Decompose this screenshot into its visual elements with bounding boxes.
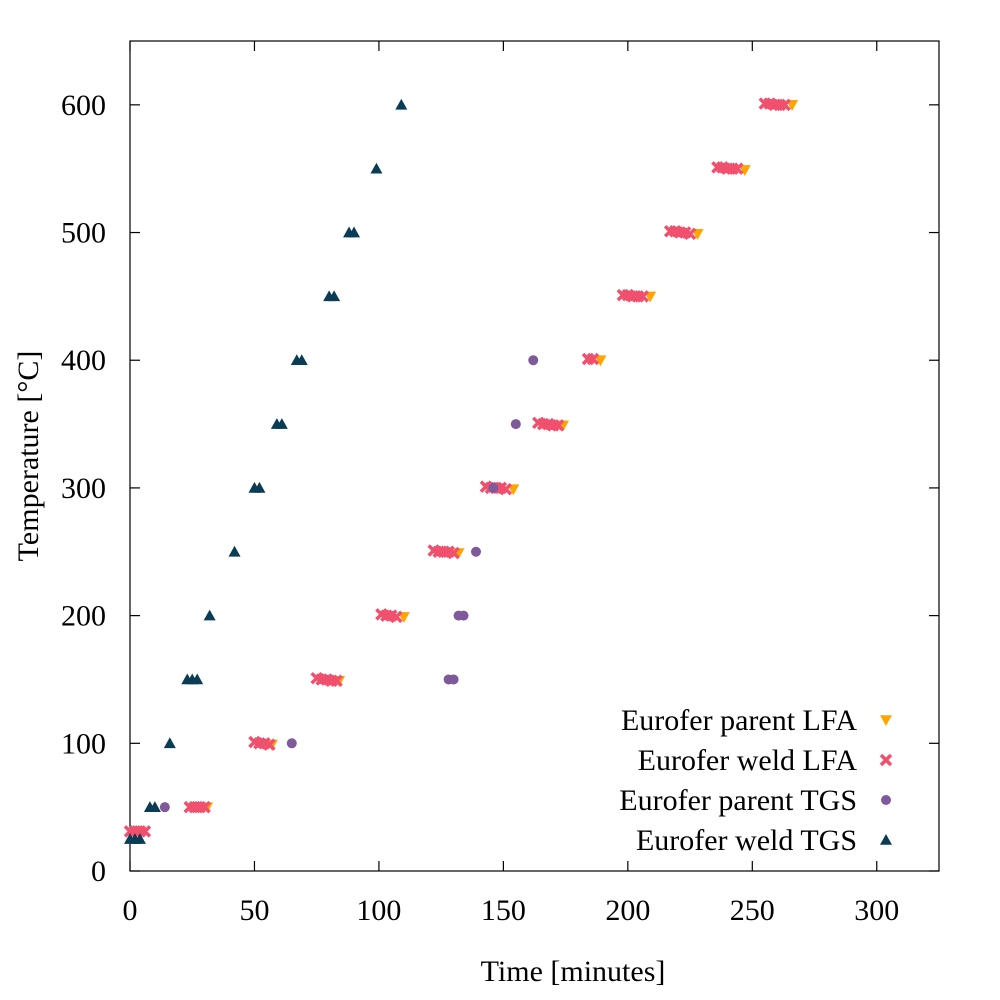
series-1 <box>123 97 791 838</box>
data-point <box>203 609 216 621</box>
data-point <box>328 290 341 302</box>
data-point <box>488 482 499 493</box>
data-point <box>528 355 539 366</box>
data-point <box>778 98 791 112</box>
data-point <box>594 355 607 367</box>
y-tick-label: 300 <box>61 472 106 505</box>
data-point <box>198 800 211 814</box>
legend-marker <box>880 715 892 726</box>
data-point <box>390 610 403 624</box>
x-tick-label: 300 <box>854 894 899 927</box>
legend-label: Eurofer parent TGS <box>619 784 857 817</box>
data-point <box>191 673 204 685</box>
data-point <box>138 825 152 838</box>
y-tick-label: 600 <box>61 89 106 122</box>
x-axis-title: Time [minutes] <box>481 955 666 988</box>
data-point <box>683 227 697 241</box>
data-points <box>123 97 799 844</box>
data-point <box>738 165 751 176</box>
x-tick-label: 250 <box>730 894 775 927</box>
x-tick-label: 200 <box>605 894 650 927</box>
x-tick-label: 0 <box>123 894 138 927</box>
data-point <box>159 802 170 813</box>
data-point <box>133 833 146 844</box>
legend-label: Eurofer parent LFA <box>621 704 857 737</box>
y-tick-label: 0 <box>91 855 106 888</box>
plot-frame <box>129 40 940 872</box>
data-point <box>448 674 459 685</box>
data-point <box>636 290 650 303</box>
x-tick-label: 50 <box>239 894 269 927</box>
data-point <box>148 801 161 812</box>
data-point <box>253 481 266 493</box>
data-point <box>731 162 744 175</box>
y-tick-label: 400 <box>61 344 106 377</box>
data-point <box>447 546 460 560</box>
data-point <box>510 419 521 430</box>
legend-label: Eurofer weld TGS <box>636 824 857 857</box>
data-point <box>263 738 276 751</box>
data-point <box>395 98 408 110</box>
data-point <box>586 352 600 366</box>
y-tick-label: 500 <box>61 217 106 250</box>
data-point <box>499 482 513 496</box>
data-point <box>295 354 308 366</box>
tick-labels: 0 50 100 150 200 250 300 0 100 200 300 400 500 600 <box>61 89 899 927</box>
y-tick-label: 100 <box>61 727 106 760</box>
data-point <box>163 737 176 749</box>
data-point <box>458 610 469 621</box>
axis-ticks <box>129 41 939 872</box>
series-3 <box>124 98 408 844</box>
data-point <box>551 419 565 432</box>
y-tick-label: 200 <box>61 600 106 633</box>
data-point <box>348 226 361 238</box>
series-2 <box>159 355 539 813</box>
data-point <box>330 674 343 687</box>
data-point <box>228 545 241 557</box>
x-tick-label: 100 <box>356 894 401 927</box>
data-point <box>286 738 297 749</box>
data-point <box>275 418 288 429</box>
legend-marker <box>880 834 892 845</box>
y-axis-title: Temperature [°C] <box>12 351 45 562</box>
x-tick-label: 150 <box>481 894 526 927</box>
data-point <box>370 162 383 174</box>
data-point <box>471 546 482 557</box>
legend-label: Eurofer weld LFA <box>638 744 858 777</box>
legend-marker <box>879 753 893 767</box>
legend: Eurofer parent LFA Eurofer weld LFA Eurofe… <box>619 704 893 857</box>
legend-marker <box>881 795 891 805</box>
